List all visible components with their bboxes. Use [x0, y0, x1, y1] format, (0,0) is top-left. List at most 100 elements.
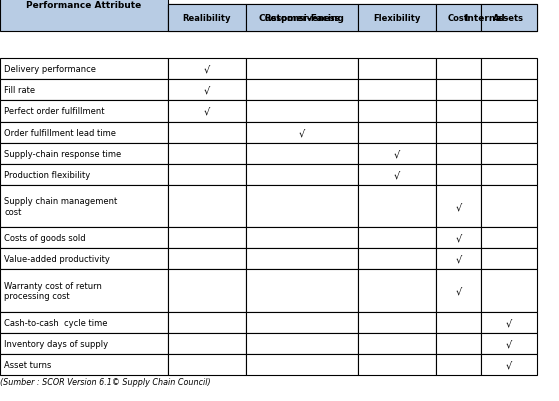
Bar	[168, 101, 246, 122]
Bar	[481, 249, 537, 270]
Text: Internal-: Internal-	[464, 14, 509, 23]
Bar	[436, 249, 481, 270]
Bar	[168, 227, 246, 249]
Bar	[0, 312, 168, 333]
Text: (Sumber : SCOR Version 6.1© Supply Chain Council): (Sumber : SCOR Version 6.1© Supply Chain…	[0, 377, 211, 386]
Bar	[168, 249, 246, 270]
Bar	[358, 59, 436, 80]
Text: Production flexibility: Production flexibility	[4, 170, 91, 179]
Bar	[0, 101, 168, 122]
Text: Performance Attribute: Performance Attribute	[26, 1, 141, 10]
Text: Responsiveness: Responsiveness	[264, 14, 340, 23]
Bar	[168, 333, 246, 354]
Bar	[481, 80, 537, 101]
Bar	[481, 270, 537, 312]
Bar	[436, 312, 481, 333]
Bar	[481, 101, 537, 122]
Text: Supply chain management
cost: Supply chain management cost	[4, 197, 118, 216]
Text: √: √	[455, 233, 462, 243]
Text: √: √	[394, 170, 400, 180]
Bar	[436, 5, 481, 32]
Text: Supply-chain response time: Supply-chain response time	[4, 149, 122, 158]
Bar	[481, 122, 537, 143]
Bar	[436, 185, 481, 227]
Bar	[436, 59, 481, 80]
Bar	[481, 333, 537, 354]
Bar	[0, 164, 168, 185]
Text: √: √	[505, 338, 512, 348]
Text: √: √	[455, 286, 462, 296]
Bar	[436, 333, 481, 354]
Text: Cost: Cost	[448, 14, 469, 23]
Text: Customer-Facing: Customer-Facing	[259, 14, 345, 23]
Bar	[481, 164, 537, 185]
Bar	[168, 185, 246, 227]
Bar	[358, 249, 436, 270]
Text: √: √	[455, 202, 462, 211]
Bar	[246, 249, 358, 270]
Text: Perfect order fulfillment: Perfect order fulfillment	[4, 107, 105, 116]
Text: Assets: Assets	[493, 14, 524, 23]
Bar	[436, 143, 481, 164]
Bar	[0, 143, 168, 164]
Text: Delivery performance: Delivery performance	[4, 65, 97, 74]
Bar	[0, 0, 168, 32]
Bar	[246, 164, 358, 185]
Bar	[0, 122, 168, 143]
Bar	[246, 5, 358, 32]
Bar	[0, 249, 168, 270]
Bar	[246, 333, 358, 354]
Bar	[246, 143, 358, 164]
Text: Cash-to-cash  cycle time: Cash-to-cash cycle time	[4, 318, 108, 327]
Bar	[481, 185, 537, 227]
Bar	[168, 122, 246, 143]
Bar	[0, 227, 168, 249]
Bar	[436, 5, 537, 32]
Text: Costs of goods sold: Costs of goods sold	[4, 234, 86, 243]
Bar	[246, 101, 358, 122]
Bar	[246, 354, 358, 375]
Text: √: √	[505, 360, 512, 369]
Text: √: √	[203, 86, 210, 95]
Bar	[246, 59, 358, 80]
Bar	[246, 185, 358, 227]
Bar	[358, 227, 436, 249]
Bar	[0, 59, 168, 80]
Bar	[436, 354, 481, 375]
Bar	[168, 164, 246, 185]
Bar	[481, 312, 537, 333]
Bar	[246, 80, 358, 101]
Bar	[436, 164, 481, 185]
Text: Flexibility: Flexibility	[373, 14, 420, 23]
Bar	[436, 227, 481, 249]
Bar	[358, 270, 436, 312]
Bar	[168, 354, 246, 375]
Bar	[358, 5, 436, 32]
Bar	[168, 312, 246, 333]
Text: √: √	[455, 254, 462, 264]
Bar	[0, 333, 168, 354]
Bar	[246, 122, 358, 143]
Bar	[358, 143, 436, 164]
Bar	[436, 270, 481, 312]
Bar	[358, 333, 436, 354]
Bar	[436, 122, 481, 143]
Bar	[436, 101, 481, 122]
Bar	[168, 5, 246, 32]
Text: Fill rate: Fill rate	[4, 86, 36, 95]
Text: √: √	[299, 128, 305, 138]
Bar	[168, 5, 436, 32]
Bar	[481, 354, 537, 375]
Text: Realibility: Realibility	[183, 14, 231, 23]
Bar	[246, 227, 358, 249]
Text: √: √	[203, 107, 210, 117]
Bar	[481, 59, 537, 80]
Bar	[168, 143, 246, 164]
Text: √: √	[505, 317, 512, 327]
Bar	[168, 59, 246, 80]
Bar	[0, 80, 168, 101]
Bar	[481, 227, 537, 249]
Bar	[358, 312, 436, 333]
Bar	[358, 164, 436, 185]
Bar	[0, 185, 168, 227]
